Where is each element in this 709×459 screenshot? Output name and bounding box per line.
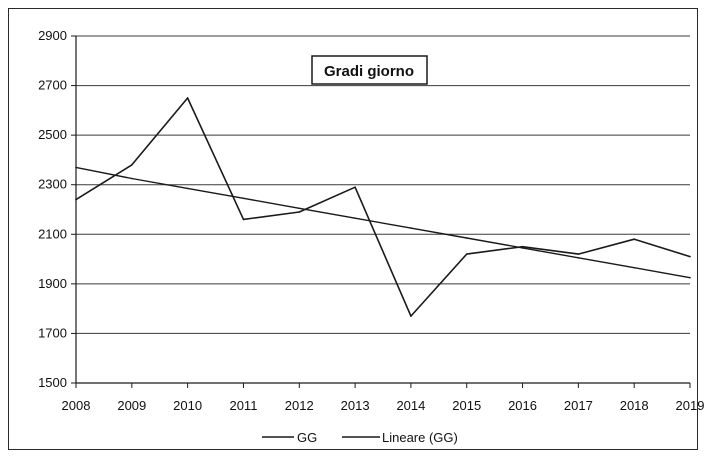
point-gg-2008	[75, 198, 77, 201]
point-lineare-2010	[186, 187, 189, 190]
point-gg-2019	[689, 255, 691, 258]
x-tick-label: 2016	[508, 398, 537, 413]
point-gg-2012	[298, 211, 301, 213]
legend-label-gg: GG	[297, 430, 317, 445]
x-tick-label: 2009	[117, 398, 146, 413]
point-gg-2018	[633, 238, 635, 241]
point-gg-2015	[465, 253, 468, 255]
x-tick-label: 2019	[676, 398, 705, 413]
y-tick-label: 2300	[38, 177, 67, 192]
point-gg-2016	[521, 245, 524, 248]
point-gg-2010	[186, 97, 189, 99]
x-tick-label: 2011	[229, 398, 257, 413]
point-gg-2014	[410, 315, 412, 317]
series-line-lineare	[75, 166, 691, 279]
axes	[75, 36, 690, 384]
y-tick-label: 2900	[38, 28, 67, 43]
series-line-gg	[75, 97, 691, 317]
series	[75, 97, 691, 317]
y-tick-label: 1700	[38, 325, 67, 340]
chart-title-box: Gradi giorno	[311, 55, 428, 85]
point-lineare-2012	[298, 207, 301, 210]
y-tick-label: 2700	[38, 78, 67, 93]
point-lineare-2008	[75, 166, 77, 169]
point-gg-2013	[354, 186, 356, 188]
x-tick-labels: 2008 2009 2010 2011 2012 2013 2014 2015 2016 2017…	[62, 383, 705, 413]
point-gg-2017	[577, 253, 580, 255]
point-lineare-2018	[633, 266, 635, 269]
y-tick-label: 1500	[38, 375, 67, 390]
point-lineare-2019	[689, 276, 691, 279]
point-lineare-2011	[242, 197, 245, 200]
x-tick-label: 2010	[173, 398, 202, 413]
y-tick-label: 2500	[38, 127, 67, 142]
point-lineare-2013	[354, 217, 356, 219]
point-lineare-2014	[410, 227, 412, 229]
x-tick-label: 2012	[285, 398, 314, 413]
point-lineare-2015	[465, 237, 468, 239]
y-tick-labels: 1500 1700 1900 2100 2300 2500 2700 2900	[38, 28, 76, 390]
point-lineare-2016	[521, 247, 524, 249]
point-lineare-2017	[577, 257, 580, 259]
x-tick-label: 2017	[564, 398, 593, 413]
point-lineare-2009	[131, 177, 133, 180]
x-tick-label: 2018	[620, 398, 649, 413]
x-tick-label: 2008	[62, 398, 91, 413]
x-tick-label: 2015	[452, 398, 481, 413]
y-tick-label: 1900	[38, 276, 67, 291]
legend: GG Lineare (GG)	[262, 430, 458, 445]
y-tick-label: 2100	[38, 226, 67, 241]
legend-label-lineare: Lineare (GG)	[382, 430, 458, 445]
gridlines	[76, 35, 690, 334]
x-tick-label: 2014	[396, 398, 425, 413]
point-gg-2011	[242, 218, 245, 221]
x-tick-label: 2013	[341, 398, 370, 413]
chart-title-border	[311, 55, 428, 85]
chart-title: Gradi giorno	[324, 63, 414, 80]
point-gg-2009	[131, 164, 133, 166]
chart-frame	[8, 8, 698, 450]
